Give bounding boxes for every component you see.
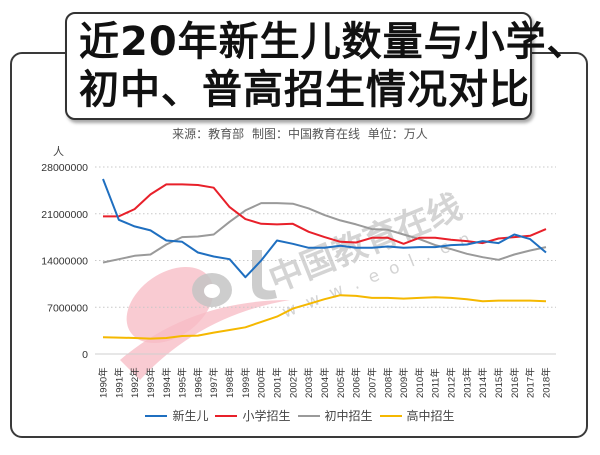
x-tick-label: 1996年 [192, 367, 204, 398]
y-tick-label: 21000000 [41, 209, 88, 221]
x-tick-label: 1990年 [98, 367, 110, 398]
y-tick-label: 7000000 [47, 302, 88, 314]
legend-label: 新生儿 [172, 409, 209, 423]
series-line-senior [102, 294, 547, 340]
legend-swatch [297, 414, 320, 417]
title-line-2: 初中、普高招生情况对比 [79, 67, 530, 113]
legend-swatch [145, 414, 168, 417]
legend-swatch [379, 414, 402, 417]
series-line-births [102, 178, 547, 279]
x-tick-label: 2013年 [461, 367, 473, 398]
x-tick-label: 1992年 [129, 367, 141, 398]
legend-item-senior: 高中招生 [377, 407, 455, 424]
legend-item-junior: 初中招生 [295, 407, 373, 424]
x-tick-label: 2003年 [303, 367, 315, 398]
x-tick-label: 2010年 [414, 367, 426, 398]
legend-swatch [215, 414, 238, 417]
x-tick-label: 1993年 [145, 367, 157, 398]
x-tick-label: 2016年 [509, 367, 521, 398]
x-tick-label: 2011年 [430, 368, 442, 398]
y-tick-label: 14000000 [41, 256, 88, 268]
x-tick-label: 2006年 [351, 367, 363, 398]
x-tick-label: 2008年 [382, 367, 394, 398]
x-tick-label: 2015年 [493, 367, 505, 398]
legend-label: 小学招生 [242, 409, 291, 423]
x-tick-label: 2001年 [272, 367, 284, 398]
x-tick-label: 2009年 [398, 367, 410, 398]
x-tick-label: 2018年 [540, 367, 552, 398]
title-line-1: 近20年新生儿数量与小学、 [79, 19, 588, 65]
y-axis-unit: 人 [53, 145, 64, 158]
chart-subtitle: 来源：教育部 制图：中国教育在线 单位：万人 [172, 127, 428, 141]
title-box: 近20年新生儿数量与小学、 初中、普高招生情况对比 [65, 12, 587, 120]
x-tick-label: 2007年 [366, 367, 378, 398]
x-tick-label: 2014年 [477, 367, 489, 398]
x-tick-label: 1991年 [113, 367, 125, 398]
eol-logo-icon [120, 250, 290, 380]
x-tick-label: 2000年 [256, 367, 268, 398]
legend-item-births: 新生儿 [145, 407, 208, 424]
x-tick-label: 1997年 [208, 367, 220, 398]
y-axis-ticks: 0 7000000 14000000 21000000 28000000 [41, 162, 88, 361]
series-lines [102, 178, 547, 340]
x-tick-label: 1995年 [177, 367, 189, 398]
legend-item-primary: 小学招生 [212, 407, 291, 424]
series-line-primary [103, 183, 547, 245]
series-line-junior [102, 202, 547, 264]
legend-label: 高中招生 [406, 409, 455, 423]
x-tick-label: 2012年 [446, 367, 458, 398]
x-tick-label: 2004年 [319, 367, 331, 398]
x-axis-ticks: 1990年 1991年 1992年 1993年 1994年 1995年 1996年 1997年… [98, 367, 553, 398]
y-tick-label: 0 [82, 349, 88, 361]
x-tick-label: 1998年 [224, 367, 236, 398]
chart-legend: 新生儿 小学招生 初中招生 高中招生 [0, 407, 600, 424]
x-tick-label: 1999年 [240, 367, 252, 398]
legend-label: 初中招生 [324, 409, 373, 423]
watermark: 中国教育在线 w w w . e o l . c n [120, 187, 476, 380]
gridlines [95, 166, 556, 355]
x-tick-label: 1994年 [161, 367, 173, 398]
x-tick-label: 2017年 [525, 367, 537, 398]
x-tick-label: 2005年 [335, 367, 347, 398]
y-tick-label: 28000000 [41, 162, 88, 174]
x-tick-label: 2002年 [287, 367, 299, 398]
